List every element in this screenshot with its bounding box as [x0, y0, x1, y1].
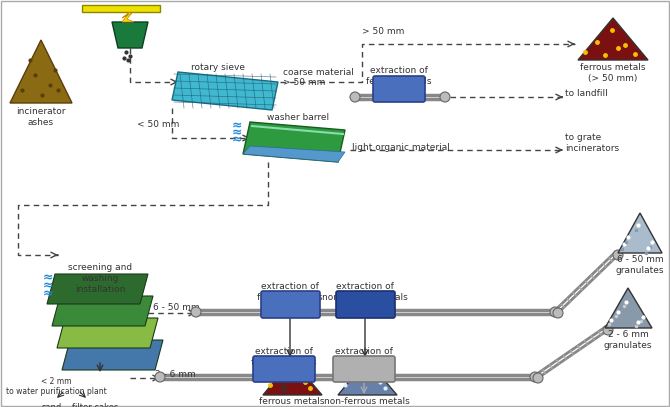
Text: extraction of
non-ferrous
metals: extraction of non-ferrous metals	[335, 347, 393, 378]
FancyBboxPatch shape	[82, 5, 160, 12]
Text: < 2 mm
to water purification plant: < 2 mm to water purification plant	[5, 377, 107, 396]
Circle shape	[350, 92, 360, 102]
Polygon shape	[112, 22, 148, 48]
Circle shape	[603, 325, 613, 335]
Text: sand: sand	[42, 403, 62, 407]
Text: incinerator
ashes: incinerator ashes	[16, 107, 66, 127]
Polygon shape	[263, 360, 322, 395]
Text: 2 - 6 mm: 2 - 6 mm	[155, 370, 196, 379]
Text: non-ferrous metals: non-ferrous metals	[324, 397, 410, 406]
Circle shape	[155, 372, 165, 382]
FancyBboxPatch shape	[253, 356, 315, 382]
Text: extraction of
ferrous metals: extraction of ferrous metals	[257, 282, 323, 302]
Text: rotary sieve: rotary sieve	[191, 63, 245, 72]
Polygon shape	[618, 213, 662, 253]
Text: to grate
incinerators: to grate incinerators	[565, 133, 619, 153]
Polygon shape	[338, 360, 397, 395]
Text: > 50 mm: > 50 mm	[362, 28, 405, 37]
Text: extraction of
ferrous metals: extraction of ferrous metals	[366, 66, 431, 86]
Text: extraction of
ferrous metals: extraction of ferrous metals	[251, 347, 317, 367]
Text: < 50 mm: < 50 mm	[137, 120, 179, 129]
FancyBboxPatch shape	[261, 291, 320, 318]
FancyBboxPatch shape	[336, 291, 395, 318]
Polygon shape	[578, 18, 648, 60]
Circle shape	[440, 92, 450, 102]
Text: ≈: ≈	[232, 120, 243, 133]
Polygon shape	[52, 296, 153, 326]
Polygon shape	[47, 274, 148, 304]
Circle shape	[613, 250, 623, 260]
Circle shape	[191, 307, 201, 317]
Circle shape	[533, 373, 543, 383]
Text: filter cakes: filter cakes	[72, 403, 118, 407]
Text: washer barrel: washer barrel	[267, 113, 329, 122]
Circle shape	[530, 372, 540, 382]
Text: ≈: ≈	[232, 127, 243, 140]
Polygon shape	[122, 12, 134, 22]
Text: ferrous metals: ferrous metals	[259, 397, 325, 406]
Polygon shape	[243, 146, 345, 162]
Polygon shape	[62, 340, 163, 370]
Text: 6 - 50 mm
granulates: 6 - 50 mm granulates	[616, 255, 664, 275]
Text: ≈: ≈	[43, 287, 53, 300]
Text: light organic material: light organic material	[352, 144, 450, 153]
Polygon shape	[605, 288, 652, 328]
Text: coarse material
> 50 mm: coarse material > 50 mm	[283, 68, 354, 88]
Polygon shape	[57, 318, 158, 348]
Text: 2 - 6 mm
granulates: 2 - 6 mm granulates	[604, 330, 653, 350]
Text: extraction of
non-ferrous metals: extraction of non-ferrous metals	[322, 282, 408, 302]
Text: screening and
washing
installation: screening and washing installation	[68, 263, 132, 294]
Text: to landfill: to landfill	[565, 88, 608, 98]
FancyBboxPatch shape	[373, 76, 425, 102]
Text: ferrous metals
(> 50 mm): ferrous metals (> 50 mm)	[580, 63, 646, 83]
Circle shape	[553, 308, 563, 318]
Text: ≈: ≈	[232, 133, 243, 147]
Text: 6 - 50 mm: 6 - 50 mm	[153, 303, 200, 312]
Text: ≈: ≈	[43, 271, 53, 284]
Polygon shape	[10, 40, 72, 103]
Text: ≈: ≈	[43, 280, 53, 293]
Polygon shape	[172, 72, 278, 110]
FancyBboxPatch shape	[333, 356, 395, 382]
Polygon shape	[243, 122, 345, 162]
Circle shape	[550, 307, 560, 317]
